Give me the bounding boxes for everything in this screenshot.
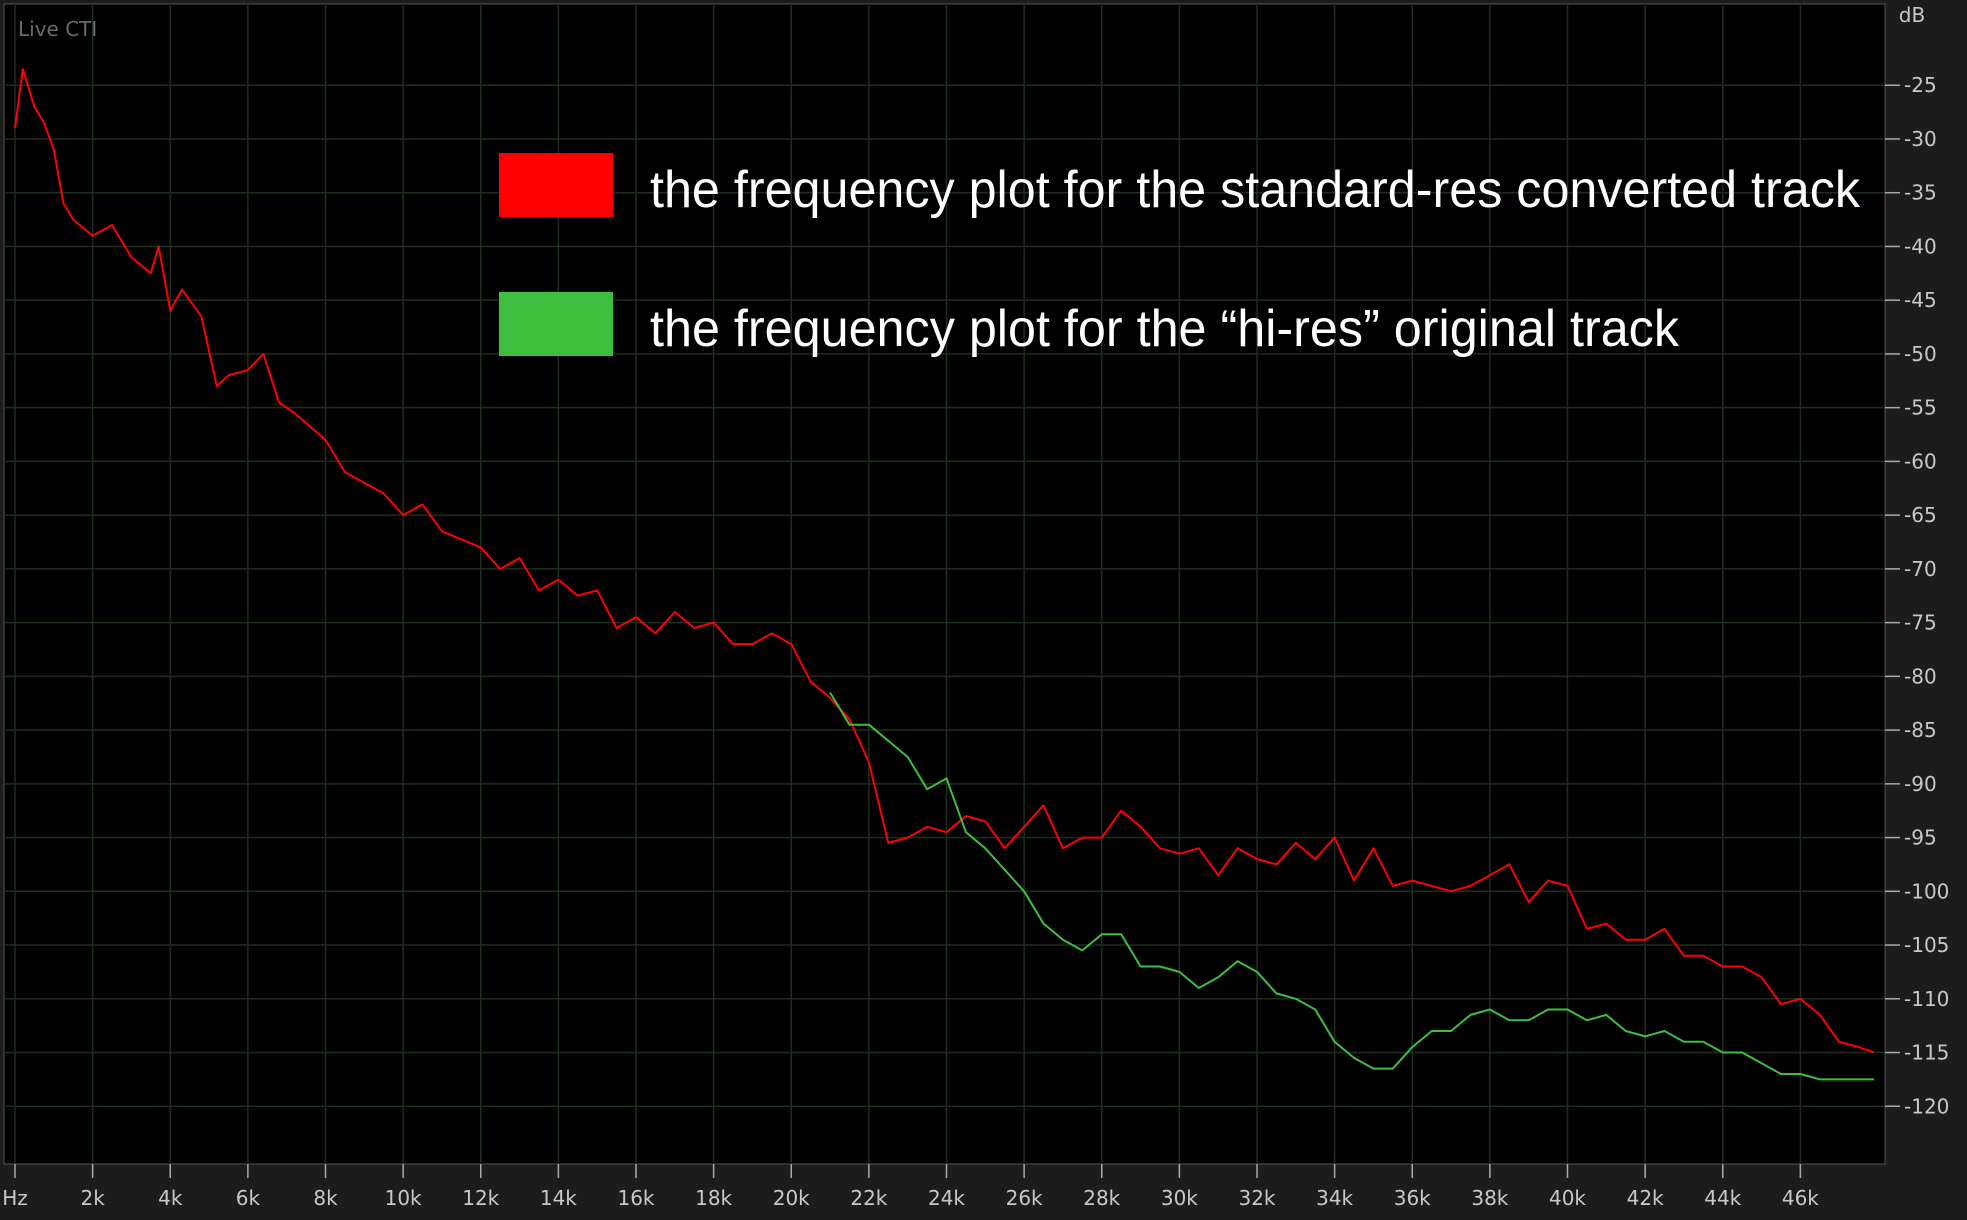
y-tick-label: -40 <box>1904 234 1937 258</box>
y-tick-label: -85 <box>1904 718 1937 742</box>
x-tick-label: 8k <box>313 1186 338 1210</box>
y-tick-label: -105 <box>1904 933 1949 957</box>
x-tick-label: Hz <box>2 1186 28 1210</box>
y-tick-label: -70 <box>1904 557 1937 581</box>
x-tick-label: 18k <box>695 1186 732 1210</box>
y-tick-label: -25 <box>1904 73 1937 97</box>
legend-swatch <box>499 292 613 356</box>
legend-swatch <box>499 153 613 217</box>
x-tick-label: 42k <box>1627 1186 1664 1210</box>
x-tick-label: 26k <box>1006 1186 1043 1210</box>
x-tick-label: 6k <box>236 1186 261 1210</box>
plot-area <box>3 3 1886 1165</box>
y-tick-label: -60 <box>1904 449 1937 473</box>
y-tick-label: -30 <box>1904 127 1937 151</box>
x-tick-label: 10k <box>385 1186 422 1210</box>
y-tick-label: -35 <box>1904 181 1937 205</box>
y-tick-label: -90 <box>1904 772 1937 796</box>
legend-label: the frequency plot for the “hi-res” orig… <box>650 300 1680 358</box>
x-tick-label: 20k <box>773 1186 810 1210</box>
y-tick-label: -50 <box>1904 342 1937 366</box>
x-tick-label: 38k <box>1471 1186 1508 1210</box>
y-tick-label: -115 <box>1904 1041 1949 1065</box>
x-tick-label: 40k <box>1549 1186 1586 1210</box>
y-tick-label: -75 <box>1904 611 1937 635</box>
series-line <box>14 68 1875 1054</box>
y-tick-label: -110 <box>1904 987 1949 1011</box>
x-tick-label: 30k <box>1161 1186 1198 1210</box>
x-tick-label: 24k <box>928 1186 965 1210</box>
x-tick-label: 22k <box>850 1186 887 1210</box>
y-tick-label: -95 <box>1904 826 1937 850</box>
legend-label: the frequency plot for the standard-res … <box>650 161 1861 219</box>
series-line <box>829 691 1875 1081</box>
grid: -25 -30 -35 -40 -45 -50 -55 -60 -65 -70 -75 -80 -85 -… <box>2 4 1949 1210</box>
y-tick-label: -55 <box>1904 396 1937 420</box>
y-tick-label: -45 <box>1904 288 1937 312</box>
y-tick-label: -100 <box>1904 879 1949 903</box>
x-tick-label: 2k <box>80 1186 105 1210</box>
corner-label: Live CTI <box>18 17 97 41</box>
x-tick-label: 12k <box>462 1186 499 1210</box>
x-tick-label: 14k <box>540 1186 577 1210</box>
x-tick-label: 28k <box>1083 1186 1120 1210</box>
x-tick-label: 34k <box>1316 1186 1353 1210</box>
y-tick-label: -80 <box>1904 664 1937 688</box>
x-tick-label: 16k <box>617 1186 654 1210</box>
x-tick-label: 44k <box>1704 1186 1741 1210</box>
x-tick-label: 36k <box>1394 1186 1431 1210</box>
lines <box>14 68 1875 1081</box>
x-tick-label: 32k <box>1238 1186 1275 1210</box>
x-tick-label: 4k <box>158 1186 183 1210</box>
x-tick-label: 46k <box>1782 1186 1819 1210</box>
y-tick-label: -120 <box>1904 1094 1949 1118</box>
y-tick-label: -65 <box>1904 503 1937 527</box>
legend: the frequency plot for the standard-res … <box>499 153 1861 358</box>
y-axis-label: dB <box>1899 3 1925 27</box>
